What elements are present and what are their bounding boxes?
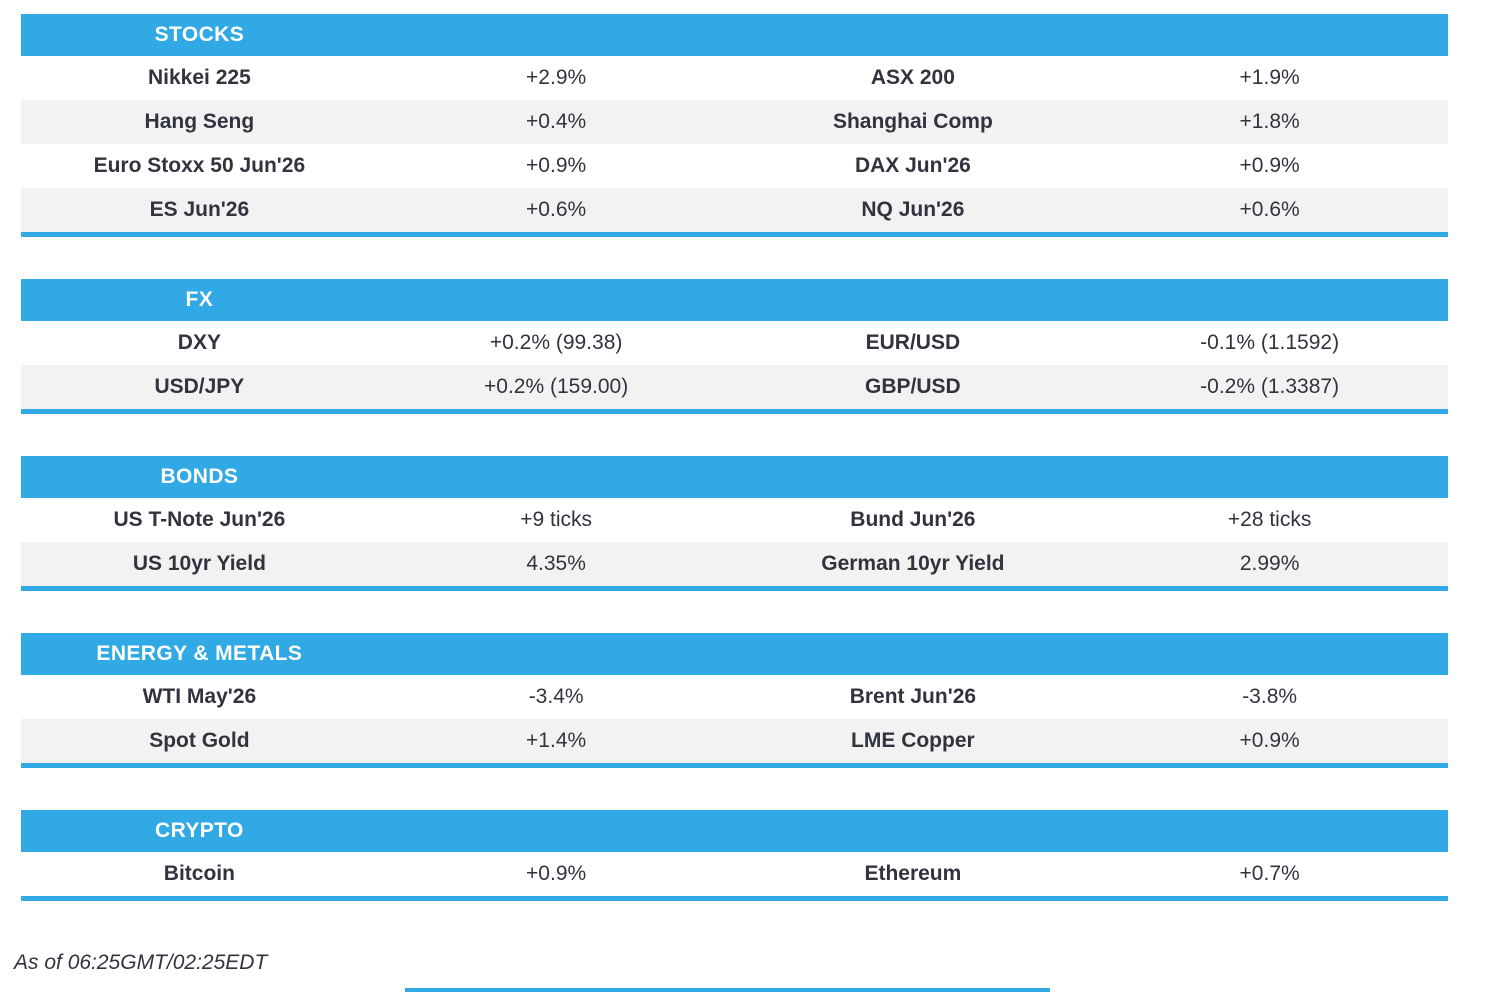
change-value: +1.9%: [1239, 66, 1300, 89]
instrument-label: DXY: [177, 331, 221, 354]
change-value: +1.8%: [1239, 110, 1300, 133]
instrument-label: German 10yr Yield: [821, 552, 1005, 575]
table-row: WTI May'26 -3.4% Brent Jun'26 -3.8%: [21, 675, 1448, 719]
timestamp-note: As of 06:25GMT/02:25EDT: [14, 951, 268, 974]
instrument-label: US T-Note Jun'26: [113, 508, 286, 531]
section-header-crypto: CRYPTO: [21, 810, 1448, 852]
instrument-label: DAX Jun'26: [854, 154, 971, 177]
change-value: -0.2% (1.3387): [1200, 375, 1340, 398]
section-stocks: STOCKS Nikkei 225 +2.9% ASX 200 +1.9% Ha…: [21, 14, 1448, 237]
table-row: Nikkei 225 +2.9% ASX 200 +1.9%: [21, 56, 1448, 100]
instrument-label: WTI May'26: [142, 685, 257, 708]
change-value: +0.9%: [1239, 729, 1300, 752]
change-value: +0.6%: [526, 198, 587, 221]
change-value: +0.6%: [1239, 198, 1300, 221]
change-value: +0.2% (99.38): [489, 331, 623, 354]
table-row: US 10yr Yield 4.35% German 10yr Yield 2.…: [21, 542, 1448, 586]
table-row: DXY +0.2% (99.38) EUR/USD -0.1% (1.1592): [21, 321, 1448, 365]
change-value: -3.8%: [1242, 685, 1298, 708]
table-row: Spot Gold +1.4% LME Copper +0.9%: [21, 719, 1448, 763]
table-row: US T-Note Jun'26 +9 ticks Bund Jun'26 +2…: [21, 498, 1448, 542]
table-row: Bitcoin +0.9% Ethereum +0.7%: [21, 852, 1448, 896]
section-bonds: BONDS US T-Note Jun'26 +9 ticks Bund Jun…: [21, 456, 1448, 591]
section-title: BONDS: [160, 465, 239, 488]
instrument-label: Euro Stoxx 50 Jun'26: [93, 154, 306, 177]
section-crypto: CRYPTO Bitcoin +0.9% Ethereum +0.7%: [21, 810, 1448, 901]
section-header-energy-metals: ENERGY & METALS: [21, 633, 1448, 675]
instrument-label: Hang Seng: [144, 110, 255, 133]
change-value: 2.99%: [1239, 552, 1300, 575]
instrument-label: Bitcoin: [163, 862, 235, 885]
instrument-label: EUR/USD: [865, 331, 961, 354]
market-wrap-report: STOCKS Nikkei 225 +2.9% ASX 200 +1.9% Ha…: [21, 14, 1448, 943]
section-title: CRYPTO: [155, 819, 244, 842]
table-row: Euro Stoxx 50 Jun'26 +0.9% DAX Jun'26 +0…: [21, 144, 1448, 188]
instrument-label: LME Copper: [851, 729, 975, 752]
change-value: +0.9%: [1239, 154, 1300, 177]
instrument-label: Bund Jun'26: [850, 508, 976, 531]
instrument-label: NQ Jun'26: [861, 198, 965, 221]
section-fx: FX DXY +0.2% (99.38) EUR/USD -0.1% (1.15…: [21, 279, 1448, 414]
change-value: -0.1% (1.1592): [1200, 331, 1340, 354]
instrument-label: US 10yr Yield: [132, 552, 266, 575]
section-title: STOCKS: [154, 23, 245, 46]
instrument-label: Shanghai Comp: [832, 110, 993, 133]
instrument-label: USD/JPY: [154, 375, 245, 398]
change-value: +0.9%: [526, 862, 587, 885]
instrument-label: Spot Gold: [149, 729, 250, 752]
change-value: +0.9%: [526, 154, 587, 177]
instrument-label: Brent Jun'26: [849, 685, 977, 708]
bottom-divider: [405, 988, 1050, 992]
section-title: ENERGY & METALS: [96, 642, 303, 665]
change-value: +28 ticks: [1227, 508, 1312, 531]
change-value: +0.7%: [1239, 862, 1300, 885]
section-energy-metals: ENERGY & METALS WTI May'26 -3.4% Brent J…: [21, 633, 1448, 768]
table-row: Hang Seng +0.4% Shanghai Comp +1.8%: [21, 100, 1448, 144]
instrument-label: Ethereum: [864, 862, 962, 885]
table-row: USD/JPY +0.2% (159.00) GBP/USD -0.2% (1.…: [21, 365, 1448, 409]
section-header-stocks: STOCKS: [21, 14, 1448, 56]
change-value: +9 ticks: [520, 508, 593, 531]
change-value: +1.4%: [526, 729, 587, 752]
instrument-label: ES Jun'26: [149, 198, 250, 221]
change-value: -3.4%: [528, 685, 584, 708]
section-header-bonds: BONDS: [21, 456, 1448, 498]
change-value: +2.9%: [526, 66, 587, 89]
instrument-label: GBP/USD: [865, 375, 961, 398]
table-row: ES Jun'26 +0.6% NQ Jun'26 +0.6%: [21, 188, 1448, 232]
change-value: 4.35%: [526, 552, 586, 575]
instrument-label: Nikkei 225: [148, 66, 251, 89]
change-value: +0.2% (159.00): [484, 375, 629, 398]
instrument-label: ASX 200: [870, 66, 955, 89]
change-value: +0.4%: [526, 110, 587, 133]
section-header-fx: FX: [21, 279, 1448, 321]
section-title: FX: [185, 288, 214, 311]
